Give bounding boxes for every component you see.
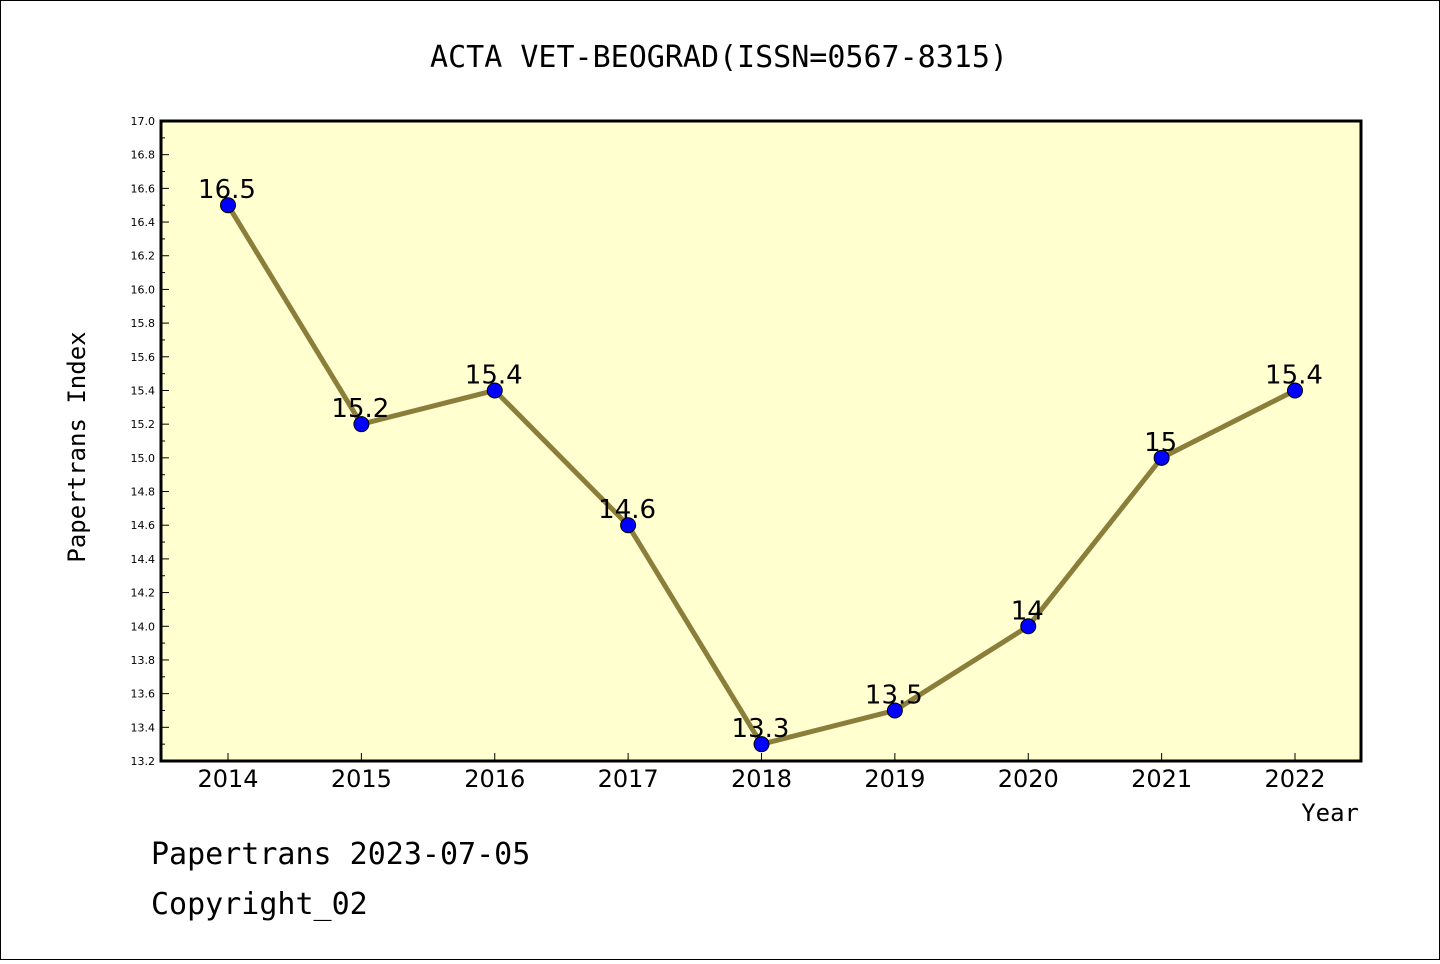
x-tick-label: 2018 [731,765,792,793]
y-tick-label: 15.2 [131,418,156,431]
y-tick-label: 14.8 [131,486,156,499]
data-point [620,517,637,534]
y-tick-label: 17.0 [131,115,156,128]
data-point [753,736,770,753]
y-tick-label: 15.6 [131,351,156,364]
x-tick-label: 2019 [864,765,925,793]
x-tick-label: 2022 [1264,765,1325,793]
data-label: 15.4 [465,360,523,390]
y-tick-label: 14.6 [131,519,156,532]
y-tick-label: 14.2 [131,587,156,600]
data-label: 14.6 [598,495,656,525]
y-tick-label: 16.2 [131,250,156,263]
chart-title: ACTA VET-BEOGRAD(ISSN=0567-8315) [430,40,1008,75]
y-tick-label: 13.6 [131,688,156,701]
y-tick-label: 16.0 [131,283,156,296]
data-point [1020,618,1037,635]
data-label: 15.2 [331,394,389,424]
y-tick-label: 14.0 [131,620,156,633]
x-tick-label: 2020 [998,765,1059,793]
data-point [486,382,503,399]
x-axis-label: Year [1301,799,1359,827]
footer-source: Papertrans 2023-07-05 [151,837,530,872]
y-tick-label: 15.4 [131,384,156,397]
series-layer: 16.5 15.2 15.4 14.6 13.3 13.5 14 15 15.4 [198,175,1323,753]
y-axis-ticks: 13.2 13.4 13.6 13.8 14.0 14.2 14.4 14.6 14.8 15.0… [131,115,169,768]
data-point [886,702,903,719]
data-label: 16.5 [198,175,256,205]
y-tick-label: 13.8 [131,654,156,667]
y-tick-label: 16.4 [131,216,156,229]
y-tick-label: 16.6 [131,182,156,195]
data-label: 14 [1011,596,1044,626]
data-point [220,197,236,214]
x-axis-ticks: 2014 2015 2016 2017 2018 2019 2020 2021 2022 [197,753,1326,793]
plot-area [159,119,1363,763]
y-tick-label: 13.4 [131,721,156,734]
data-label: 13.3 [732,714,790,744]
data-point [1153,449,1170,466]
y-tick-label: 13.2 [131,755,156,768]
x-tick-label: 2021 [1131,765,1192,793]
y-axis-label: Papertrans Index [63,331,91,562]
y-tick-label: 15.8 [131,317,156,330]
y-tick-label: 15.0 [131,452,156,465]
x-tick-label: 2015 [331,765,392,793]
x-tick-label: 2014 [197,765,258,793]
y-tick-label: 14.4 [131,553,156,566]
data-point [353,416,370,433]
x-tick-label: 2016 [464,765,525,793]
footer-copyright: Copyright_02 [151,887,368,922]
y-tick-label: 16.8 [131,149,156,162]
x-tick-label: 2017 [598,765,659,793]
data-label: 13.5 [865,680,923,710]
data-point [1287,382,1303,399]
data-label: 15.4 [1265,360,1323,390]
data-label: 15 [1144,428,1177,458]
